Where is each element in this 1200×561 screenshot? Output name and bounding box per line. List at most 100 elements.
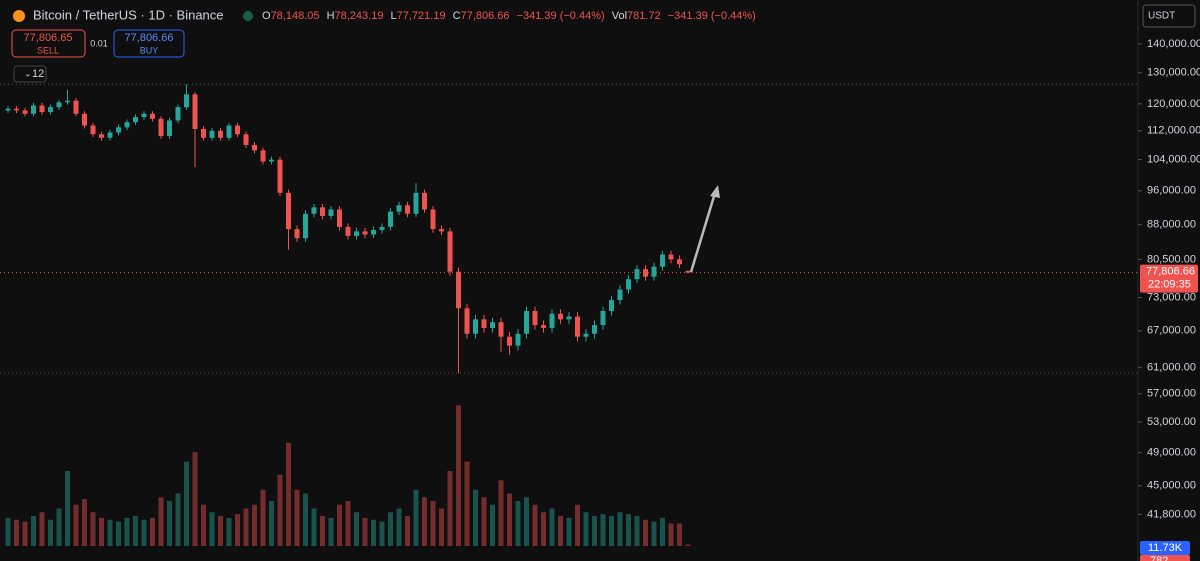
candle-body	[575, 316, 580, 337]
volume-bar	[439, 508, 444, 546]
candle-body	[235, 125, 240, 135]
price-badge	[1140, 264, 1198, 293]
buy-label: BUY	[140, 45, 159, 55]
y-tick-label: 96,000.00	[1147, 185, 1196, 197]
volume-bar	[541, 512, 546, 546]
candle-body	[600, 311, 606, 326]
volume-ma-label: 11.73K	[1148, 542, 1183, 554]
candle-body	[124, 122, 130, 128]
arrow-shaft	[689, 192, 717, 273]
candle-body	[651, 266, 657, 277]
volume-bar	[158, 497, 164, 546]
candle-body	[5, 108, 11, 111]
buy-button[interactable]	[113, 29, 185, 58]
candle-body	[362, 231, 368, 235]
ohlc-value: 77,721.19	[397, 10, 446, 22]
sell-price: 77,806.65	[24, 32, 73, 44]
volume-bar	[320, 516, 325, 546]
ohlc-key: L	[391, 10, 397, 22]
volume-bar	[473, 489, 478, 546]
volume-bar	[311, 508, 317, 546]
candle-body	[311, 207, 317, 214]
volume-bar	[175, 493, 181, 546]
volume-bar	[668, 523, 674, 546]
candle-body	[90, 125, 96, 135]
candle-body	[65, 100, 70, 103]
volume-bar	[56, 508, 62, 546]
candle-body	[498, 322, 504, 337]
volume-bar	[107, 519, 113, 546]
candle-body	[464, 308, 470, 334]
volume-bar	[498, 480, 504, 546]
volume-bar	[286, 442, 291, 546]
volume-bar	[226, 517, 232, 546]
volume-bar	[490, 504, 495, 546]
volume-bar	[600, 514, 606, 546]
candle-body	[541, 325, 546, 328]
currency-select[interactable]	[1142, 4, 1196, 28]
spread: 0.01	[90, 38, 108, 48]
volume-bar	[116, 521, 121, 546]
indicators-toggle[interactable]	[13, 65, 47, 83]
sell-button[interactable]	[11, 29, 86, 58]
candle-body	[439, 229, 444, 232]
last-price-label: 77,806.66	[1146, 266, 1195, 278]
candle-body	[22, 110, 28, 114]
volume-bar	[583, 512, 589, 546]
candle-body	[218, 130, 223, 138]
candle-body	[677, 259, 682, 265]
symbol[interactable]: Bitcoin / TetherUS · 1D · Binance	[33, 7, 224, 22]
candle-body	[158, 118, 164, 137]
volume-bar	[201, 504, 206, 546]
volume-bar	[235, 514, 240, 546]
candle-body	[277, 159, 283, 193]
y-tick-label: 57,000.00	[1147, 388, 1196, 400]
candle-body	[260, 150, 266, 162]
candle-body	[252, 144, 257, 151]
volume-bar	[405, 516, 410, 546]
coin-icon	[13, 10, 25, 22]
volume-bar	[371, 519, 376, 546]
candle-body	[617, 289, 623, 301]
candle-body	[48, 107, 53, 113]
candle-body	[107, 132, 113, 138]
volume-bar	[184, 461, 189, 546]
y-tick-label: 53,000.00	[1147, 416, 1196, 428]
candle-body	[269, 159, 274, 162]
candle-body	[328, 209, 334, 216]
volume-bar	[218, 516, 223, 546]
candle-body	[31, 105, 36, 114]
candle-body	[396, 205, 402, 212]
ohlc-key: H	[327, 10, 335, 22]
volume-bar	[413, 489, 419, 546]
candle-body	[99, 134, 104, 138]
volume-bar	[643, 519, 648, 546]
y-tick-label: 120,000.00	[1147, 98, 1200, 110]
volume-bar	[31, 516, 36, 546]
y-tick-label: 88,000.00	[1147, 219, 1196, 231]
candle-body	[685, 270, 691, 273]
market-status[interactable]	[243, 11, 253, 21]
volume-bar	[362, 517, 368, 546]
candle-body	[592, 325, 597, 334]
volume-bar	[507, 493, 512, 546]
y-tick-label: 104,000.00	[1147, 154, 1200, 166]
volume-bar	[22, 521, 28, 546]
candle-body	[56, 102, 62, 108]
volume-bar	[677, 523, 682, 546]
candle-body	[354, 231, 359, 236]
candle-body	[566, 316, 572, 320]
volume-bar	[464, 461, 470, 546]
volume-bar	[141, 519, 147, 546]
arrow-head	[710, 185, 720, 198]
candle-body	[320, 207, 325, 216]
volume-bar	[82, 499, 87, 546]
y-tick-label: 67,000.00	[1147, 325, 1196, 337]
ohlc-key: O	[262, 10, 271, 22]
volume-bar	[73, 504, 79, 546]
candle-body	[456, 271, 461, 309]
candle-body	[39, 105, 45, 113]
candle-body	[515, 333, 521, 346]
volume-bar	[354, 512, 359, 546]
volume-bar	[651, 521, 657, 546]
